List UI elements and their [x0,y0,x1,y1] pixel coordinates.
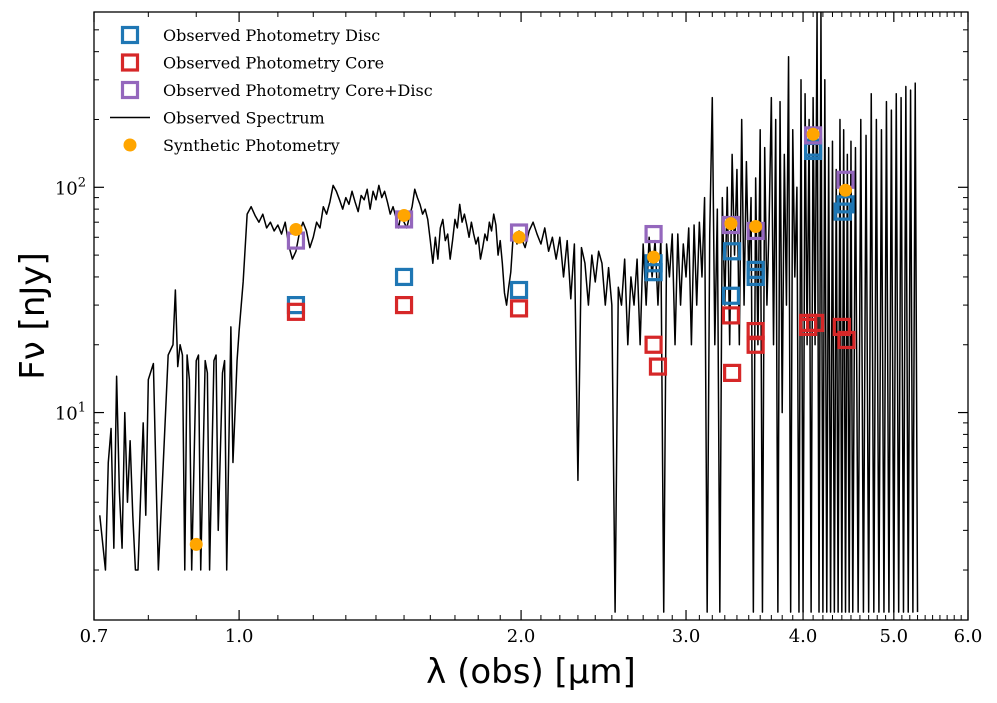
x-tick-label: 3.0 [672,626,701,647]
synthetic-point [289,222,303,236]
core-point [648,357,668,376]
core-point [286,302,306,321]
tick-marks [93,11,969,620]
y-tick-label: 102 [55,175,86,199]
legend-label-spectrum: Observed Spectrum [163,109,325,128]
legend-marker-core [120,53,140,72]
core-point [832,317,851,337]
disc-point [721,286,741,305]
synthetic-point [749,219,763,233]
core-point [509,299,529,318]
core-point [805,313,825,333]
legend-label-coredisc: Observed Photometry Core+Disc [163,81,433,100]
x-tick-label: 1.0 [225,626,254,647]
x-axis-title: λ (obs) [μm] [426,652,636,692]
synthetic-point [806,127,820,141]
plot-frame [93,11,969,621]
spectrum-line [99,12,919,613]
coredisc-point [644,224,663,244]
core-point [644,335,663,354]
disc-point [836,195,855,214]
disc-point [509,280,529,300]
disc-point [394,267,414,287]
x-tick-label: 0.7 [80,626,109,647]
legend-label-core: Observed Photometry Core [163,54,384,73]
x-tick-label: 5.0 [880,626,909,647]
markers-layer [189,126,856,551]
legend-marker-coredisc [120,80,140,100]
synthetic-point [647,250,661,264]
legend-marker-synthetic [123,138,137,152]
legend: Observed Photometry Disc Observed Photome… [110,25,433,155]
legend-marker-disc [120,25,140,45]
core-point [721,306,741,325]
core-point [746,321,765,341]
legend-label-disc: Observed Photometry Disc [163,26,380,45]
x-tick-label: 4.0 [789,626,818,647]
synthetic-point [724,217,738,231]
synthetic-point [189,537,203,551]
spectrum-layer [99,12,919,613]
y-axis-title: Fν [nJy] [13,252,53,380]
core-point [723,363,742,382]
legend-label-synthetic: Synthetic Photometry [163,136,340,155]
y-tick-label: 101 [55,401,86,425]
disc-point [723,242,742,261]
core-point [837,330,856,350]
synthetic-point [839,183,853,197]
synthetic-point [512,230,526,244]
disc-point [746,260,765,279]
x-tick-label: 6.0 [954,626,983,647]
x-tick-label: 2.0 [507,626,536,647]
synthetic-point [397,208,411,222]
core-point [394,295,414,315]
